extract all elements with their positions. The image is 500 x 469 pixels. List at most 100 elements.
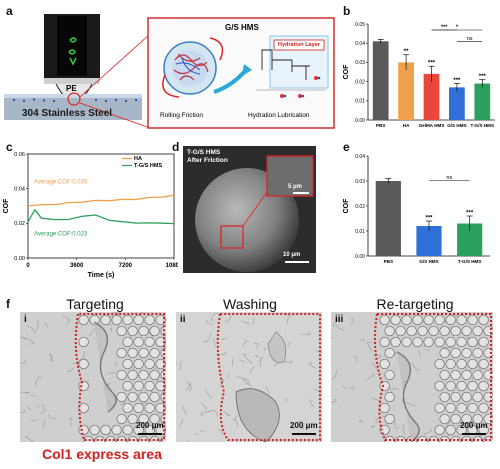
y-tick-label: 0.00 [355, 254, 365, 260]
microsphere [461, 391, 472, 403]
microsphere [478, 358, 489, 370]
tissue-fiber [70, 417, 73, 427]
microsphere [472, 413, 483, 425]
x-tick-label: 0 [26, 263, 30, 269]
microsphere [434, 380, 445, 392]
tissue-fiber [156, 379, 160, 382]
x-tick-label: PBS [376, 123, 385, 128]
average-cof-annotation: Average COF:0.033 [34, 179, 88, 185]
tissue-fiber [241, 339, 247, 347]
sem-main-scale-label: 10 μm [283, 252, 301, 258]
microsphere [423, 336, 434, 348]
microsphere [434, 314, 445, 326]
bar-g-s-hms [449, 87, 465, 120]
tissue-fiber [243, 353, 253, 364]
tissue-fiber [222, 337, 228, 341]
rolling-friction-label: Rolling Friction [160, 112, 203, 119]
microsphere [439, 413, 450, 425]
tissue-fiber [82, 350, 85, 360]
tissue-fiber [21, 338, 27, 340]
microsphere [467, 358, 478, 370]
chart-c: 0.00 0.02 0.04 0.06 0 3600 7200 10800 Time (s) CO… [3, 152, 178, 279]
microsphere [127, 413, 138, 425]
tissue-fiber [20, 409, 26, 413]
significance-star: *** [453, 78, 461, 84]
tissue-fiber [206, 319, 214, 325]
hydration-layer-label: Hydration Layer [278, 42, 320, 48]
microsphere [390, 336, 401, 348]
microsphere [467, 336, 478, 348]
y-tick-label: 0.03 [355, 179, 365, 185]
microsphere [379, 402, 390, 414]
microsphere [461, 369, 472, 381]
scale-label-ii: 200 μm [290, 421, 318, 430]
tissue-fiber [26, 405, 32, 411]
microsphere [149, 413, 160, 425]
sem-sphere-graphic [183, 146, 316, 273]
microsphere [78, 402, 89, 414]
pe-label: PE [66, 84, 77, 93]
tissue-fiber [223, 411, 231, 417]
microsphere [379, 358, 390, 370]
microsphere [390, 314, 401, 326]
x-tick-label: HA [403, 123, 410, 128]
tissue-fiber [223, 314, 232, 322]
tissue-fiber [164, 324, 166, 326]
microsphere [401, 314, 412, 326]
tissue-fiber [353, 356, 358, 363]
microsphere [138, 435, 149, 442]
y-tick-label: 0.00 [14, 256, 25, 262]
microsphere [461, 413, 472, 425]
tissue-fiber [359, 339, 364, 342]
tissue-fiber [371, 425, 376, 429]
probe-arrow-icon [68, 37, 77, 66]
microsphere [138, 347, 149, 359]
microsphere [116, 347, 127, 359]
significance-star: ** [404, 49, 409, 55]
tissue-fiber [25, 435, 34, 442]
cell-cluster [235, 388, 280, 442]
x-tick-label: 7200 [119, 263, 133, 269]
comparison-label: ns [446, 175, 452, 181]
bar-pbs [372, 41, 389, 120]
legend-label: HA [134, 156, 142, 162]
microsphere [144, 402, 155, 414]
microsphere [155, 358, 166, 370]
tissue-fiber [402, 424, 406, 436]
tissue-fiber [109, 327, 113, 333]
y-tick-label: 0.06 [14, 152, 25, 158]
microsphere [144, 314, 155, 326]
y-tick-label: 0.00 [355, 118, 365, 124]
y-tick-label: 0.01 [355, 229, 365, 235]
tissue-fiber [232, 415, 238, 421]
microsphere [144, 336, 155, 348]
tissue-fiber [331, 336, 334, 340]
microsphere [445, 314, 456, 326]
microsphere [472, 369, 483, 381]
tissue-fiber [332, 318, 340, 328]
col1-express-area-label: Col1 express area [42, 446, 162, 462]
significance-star: *** [466, 211, 474, 217]
microsphere [133, 336, 144, 348]
y-tick-label: 0.02 [14, 221, 25, 227]
comparison-label: *** [441, 25, 448, 31]
microsphere [478, 402, 489, 414]
microsphere [439, 325, 450, 337]
tissue-fiber [186, 381, 192, 392]
tissue-fiber [21, 392, 30, 394]
x-tick-label: T-G/S HMS [458, 259, 481, 264]
x-tick-label: 10800 [166, 263, 178, 269]
tissue-fiber [210, 313, 221, 322]
microsphere [78, 336, 89, 348]
tissue-fiber [265, 385, 270, 394]
tissue-fiber [185, 383, 192, 391]
tissue-fiber [239, 359, 245, 363]
microsphere [379, 314, 390, 326]
microsphere [434, 402, 445, 414]
tissue-fiber [285, 313, 290, 316]
microsphere [144, 380, 155, 392]
panel-label-f: f [6, 297, 10, 311]
tissue-fiber [298, 420, 304, 430]
series-line-t-g-s-hms [27, 208, 175, 225]
scale-bar-ii [292, 433, 316, 435]
